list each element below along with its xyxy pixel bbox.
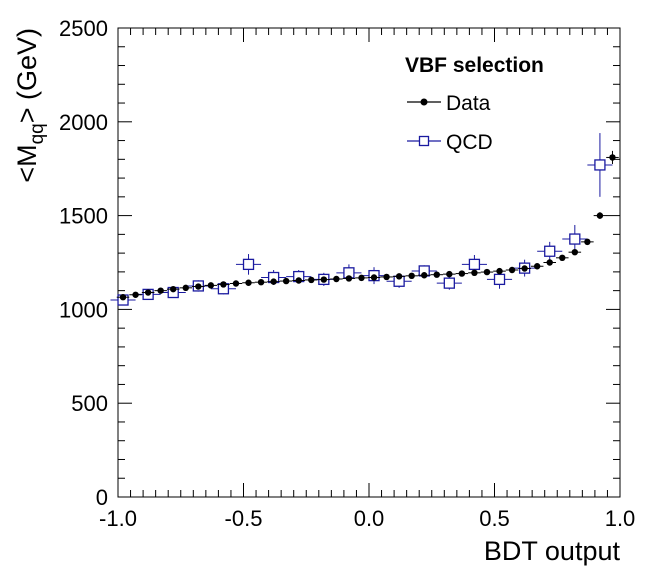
legend-title: VBF selection [405, 54, 544, 77]
legend-data-label: Data [446, 92, 491, 115]
data-point [166, 285, 180, 293]
data-point [518, 265, 531, 272]
data-point [192, 283, 205, 290]
legend: VBF selection Data QCD [405, 54, 544, 154]
data-point [116, 294, 130, 301]
data-point [129, 291, 142, 298]
qcd-point [436, 276, 462, 290]
x-tick-label: 0.0 [354, 506, 385, 531]
data-point [355, 274, 368, 282]
y-tick-label: 2000 [59, 110, 108, 135]
data-point [417, 272, 431, 279]
data-point [606, 150, 619, 165]
data-point [568, 248, 582, 256]
data-point [455, 270, 469, 277]
data-point [342, 275, 356, 282]
y-axis-title: <Mqq> (GeV) [12, 28, 48, 183]
data-point [468, 269, 481, 277]
data-point [380, 273, 393, 281]
data-point [267, 278, 280, 285]
legend-data-marker [420, 98, 428, 106]
data-point [154, 287, 167, 294]
x-tick-label: -0.5 [225, 506, 263, 531]
data-point [330, 275, 343, 283]
legend-entry-data: Data [407, 92, 491, 115]
data-point [555, 254, 569, 262]
data-point [254, 278, 268, 286]
y-tick-label: 1500 [59, 204, 108, 229]
data-point [581, 238, 594, 246]
data-point [593, 212, 607, 219]
y-axis-title-sub: qq [27, 123, 48, 144]
data-point [204, 282, 218, 289]
y-tick-label: 500 [71, 391, 108, 416]
data-point [367, 274, 381, 281]
data-point [543, 259, 556, 266]
data-point [392, 273, 406, 280]
data-point [242, 279, 255, 286]
data-point [430, 271, 444, 278]
data-point [292, 277, 305, 284]
axis-ticks: -1.0 -0.5 0.0 0.5 1.0 0 500 1000 1500 2000 2500 [59, 16, 635, 531]
data-point [443, 270, 456, 278]
data-point [317, 276, 331, 283]
legend-qcd-label: QCD [446, 131, 493, 154]
data-point [217, 281, 230, 288]
x-tick-label: 1.0 [605, 506, 636, 531]
qcd-point [461, 254, 487, 274]
qcd-point [562, 224, 588, 254]
y-axis-title-main: <M [12, 144, 42, 182]
y-tick-label: 0 [96, 485, 108, 510]
data-point [405, 272, 418, 280]
qcd-point [537, 241, 563, 261]
data-point [279, 277, 293, 285]
qcd-point [386, 274, 412, 288]
qcd-point [587, 133, 613, 197]
y-tick-label: 1000 [59, 297, 108, 322]
data-point [304, 276, 318, 284]
data-point [229, 280, 243, 287]
data-point [179, 284, 193, 292]
x-axis-title: BDT output [484, 536, 621, 566]
legend-qcd-marker [418, 135, 430, 147]
data-point [480, 268, 494, 276]
legend-entry-qcd: QCD [407, 131, 493, 154]
y-tick-label: 2500 [59, 16, 108, 41]
data-layer [110, 133, 619, 306]
data-point [505, 266, 519, 274]
x-tick-label: -1.0 [99, 506, 137, 531]
data-point [493, 267, 506, 275]
qcd-point [235, 254, 262, 275]
data-point [141, 289, 155, 296]
x-tick-label: 0.5 [479, 506, 510, 531]
y-axis-title-suffix: > (GeV) [12, 28, 42, 123]
data-point [530, 263, 544, 270]
